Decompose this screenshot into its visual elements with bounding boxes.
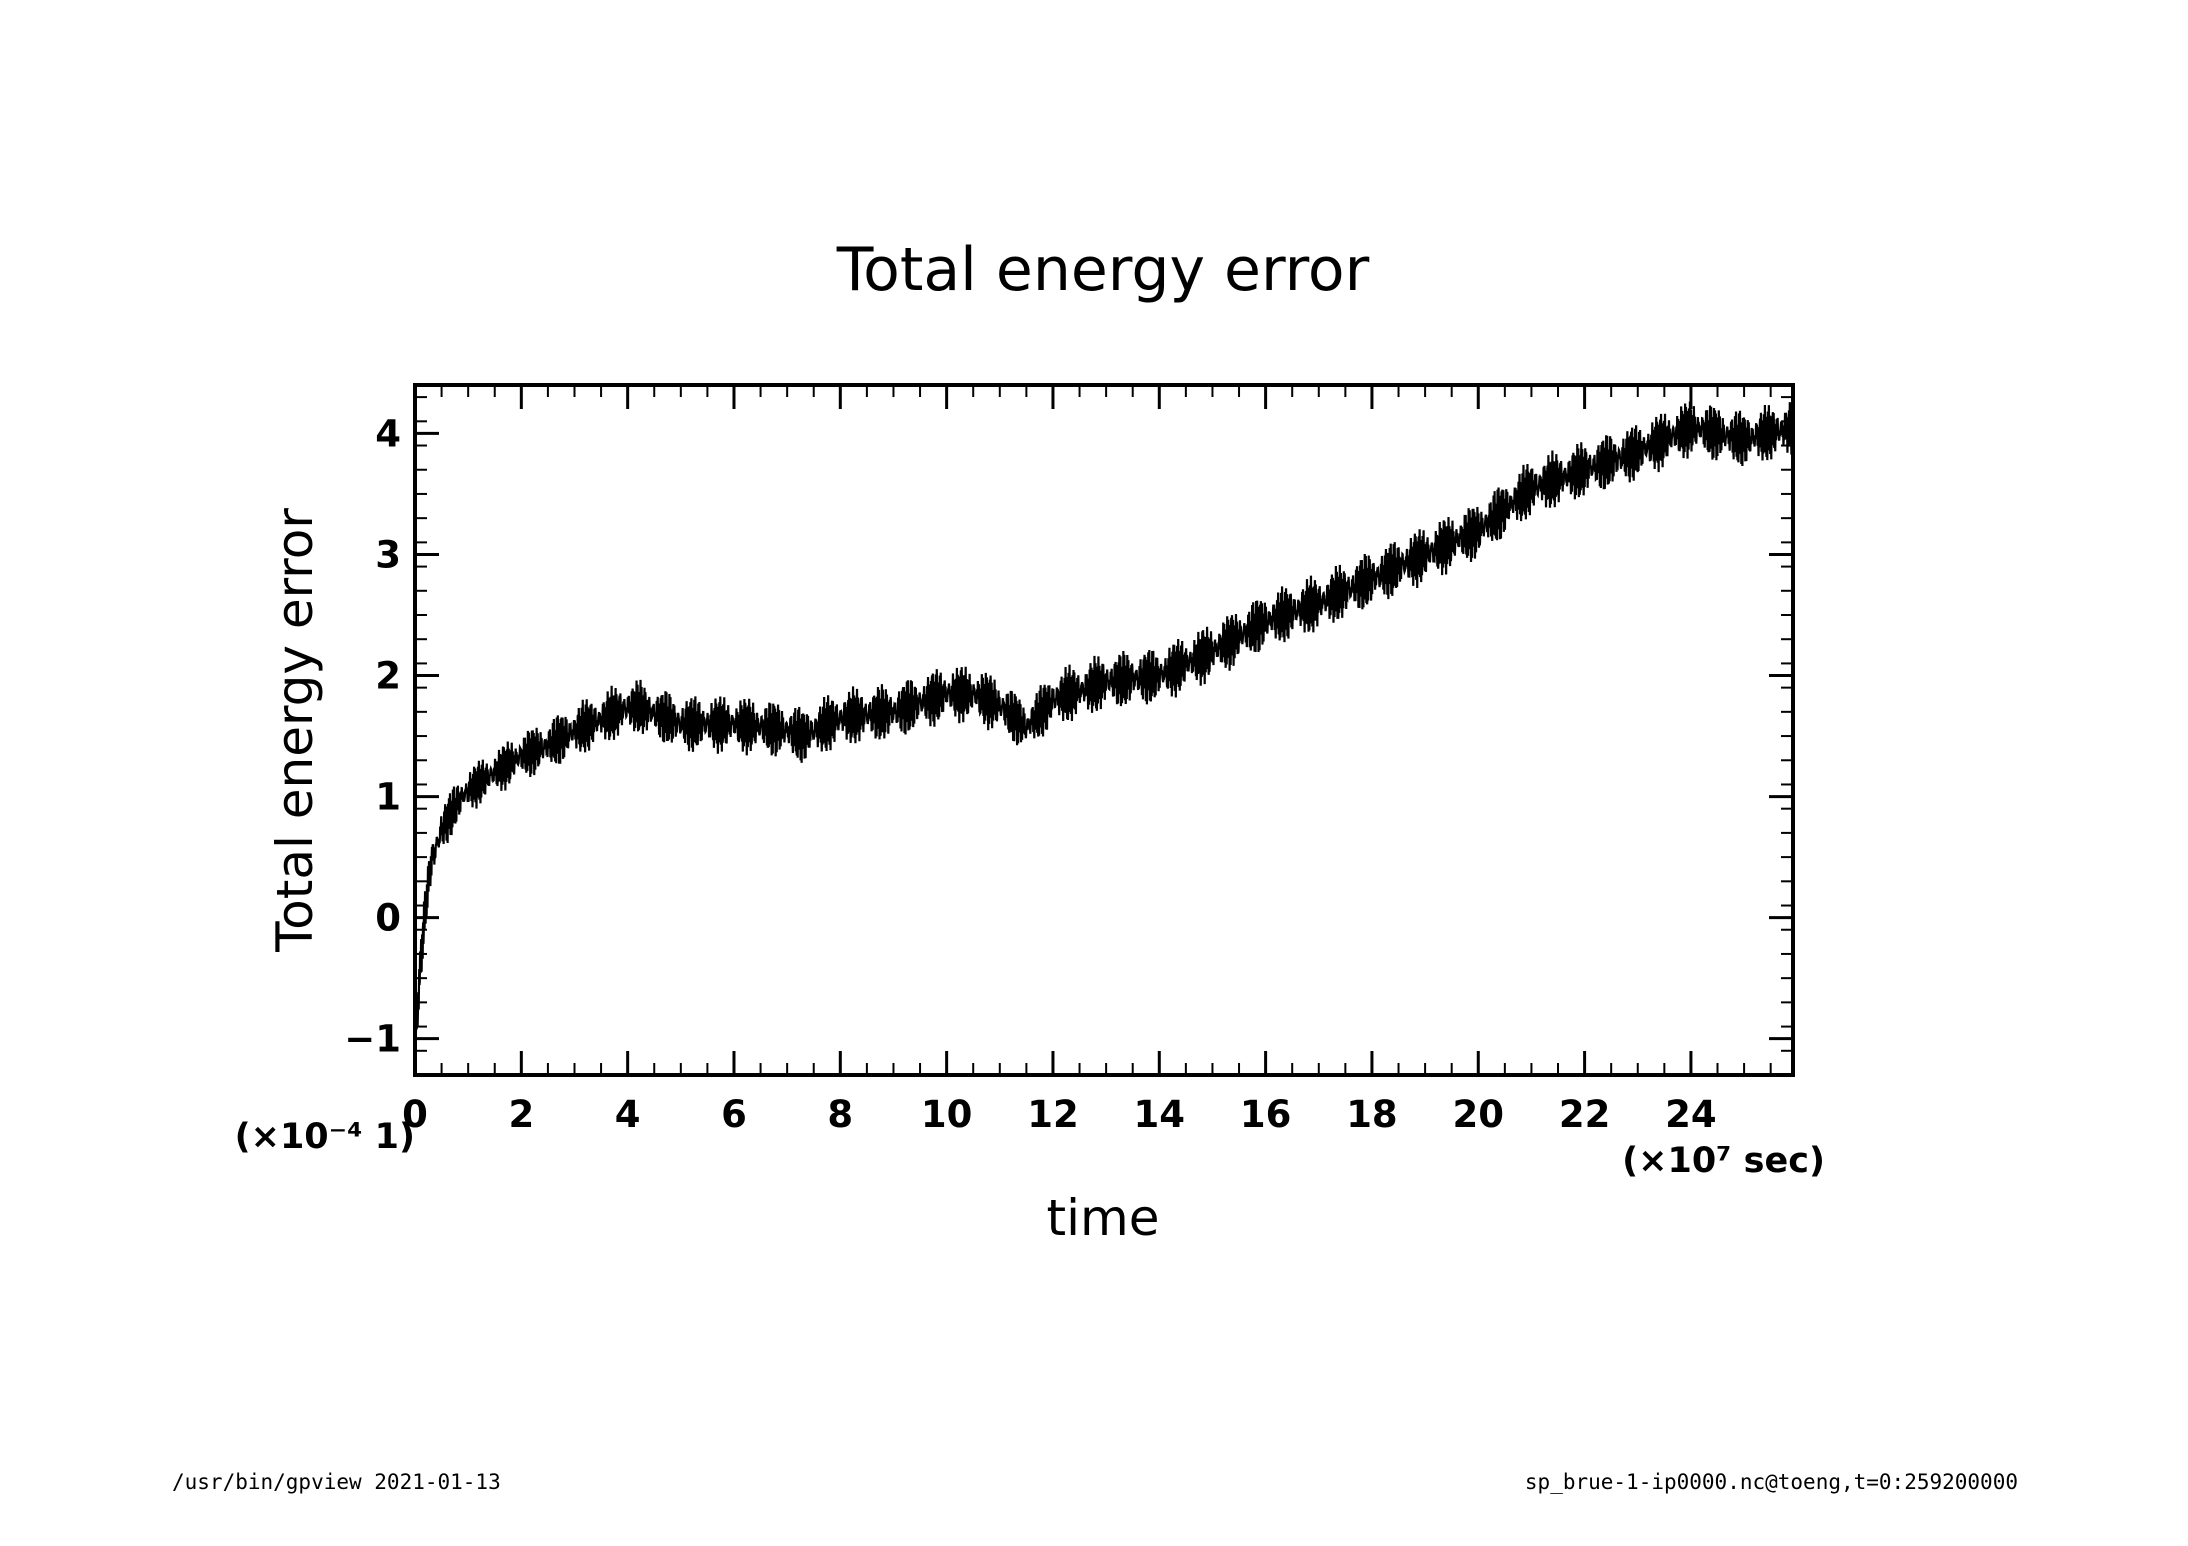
y-tick-label: 4 [375, 412, 401, 455]
y-axis-label: Total energy error [266, 508, 324, 953]
x-tick-label: 10 [921, 1093, 973, 1136]
footer-left: /usr/bin/gpview 2021-01-13 [172, 1470, 501, 1494]
y-scale-label: (×10⁻⁴ 1) [235, 1117, 415, 1157]
x-tick-label: 6 [721, 1093, 747, 1136]
x-tick-label: 22 [1559, 1093, 1611, 1136]
x-tick-label: 12 [1027, 1093, 1079, 1136]
data-layer [413, 401, 1795, 1051]
x-tick-label: 24 [1665, 1093, 1717, 1136]
x-tick-label: 0 [402, 1093, 428, 1136]
y-tick-label: 1 [375, 776, 401, 819]
x-tick-label: 8 [827, 1093, 853, 1136]
series-line [413, 401, 1795, 1051]
x-tick-label: 4 [615, 1093, 641, 1136]
x-axis-label: time [1047, 1189, 1160, 1247]
x-scale-label: (×10⁷ sec) [1622, 1141, 1825, 1181]
x-tick-label: 20 [1453, 1093, 1505, 1136]
y-tick-label: 3 [375, 533, 401, 576]
y-tick-label: 2 [375, 655, 401, 698]
y-tick-label: −1 [344, 1018, 401, 1061]
plot-frame [413, 383, 1795, 1077]
footer-right: sp_brue-1-ip0000.nc@toeng,t=0:259200000 [1525, 1470, 2018, 1494]
x-tick-label: 2 [508, 1093, 534, 1136]
x-tick-label: 14 [1134, 1093, 1186, 1136]
chart-title: Total energy error [836, 235, 1370, 305]
x-tick-label: 18 [1346, 1093, 1398, 1136]
x-tick-label: 16 [1240, 1093, 1292, 1136]
y-tick-label: 0 [375, 897, 401, 940]
